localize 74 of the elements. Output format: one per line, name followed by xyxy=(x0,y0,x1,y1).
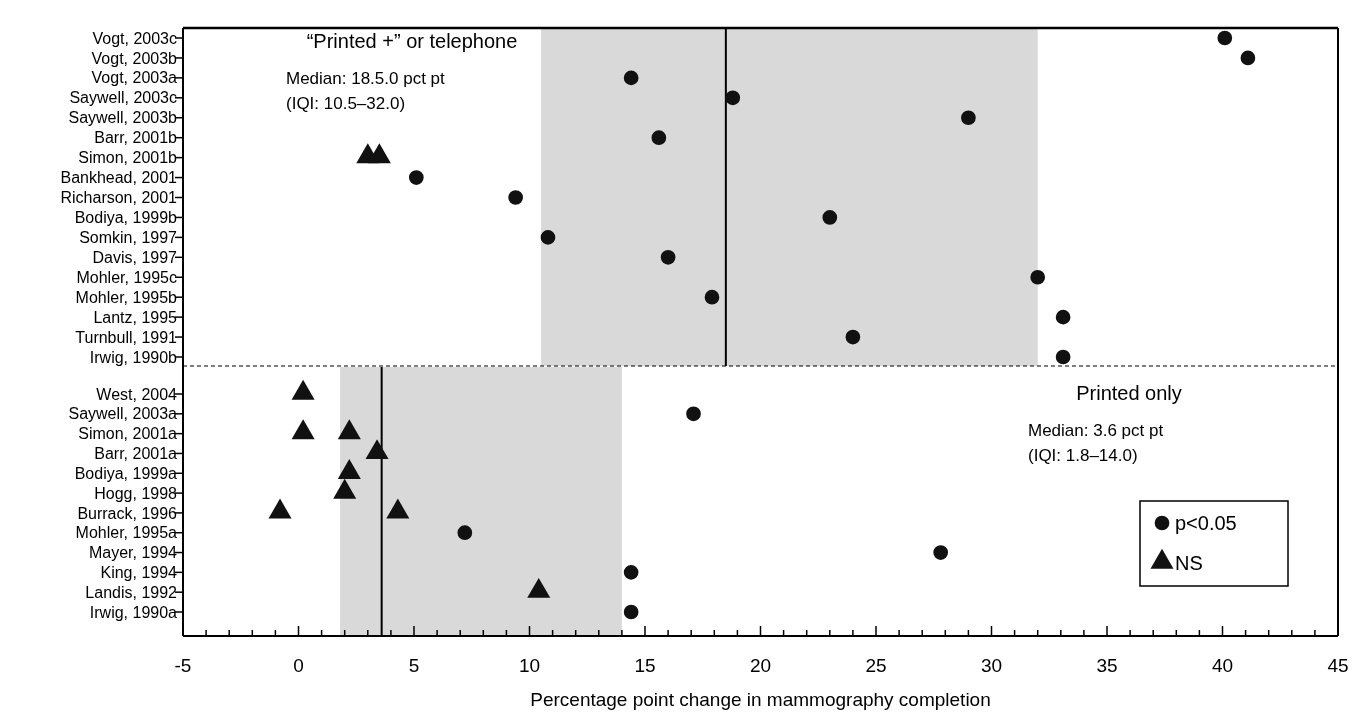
annotation: (IQI: 1.8–14.0) xyxy=(1028,446,1138,465)
y-tick-label: Bodiya, 1999b xyxy=(74,209,178,227)
y-tick-label: Mayer, 1994 xyxy=(88,544,178,562)
y-tick-label: Vogt, 2003a xyxy=(91,69,178,87)
x-tick-label: 0 xyxy=(293,655,304,676)
x-axis-title: Percentage point change in mammography completion xyxy=(530,689,991,710)
point xyxy=(291,379,315,400)
x-tick-label: 10 xyxy=(518,655,541,676)
point xyxy=(725,90,741,106)
y-tick-label: Simon, 2001a xyxy=(78,425,178,443)
x-tick-label: 30 xyxy=(980,655,1003,676)
y-tick-label: Saywell, 2003b xyxy=(68,109,178,127)
y-tick-label: Richarson, 2001 xyxy=(60,189,178,207)
y-tick-label: Mohler, 1995c xyxy=(76,268,177,286)
y-tick-label: Lantz, 1995 xyxy=(93,308,178,326)
y-tick-label: Davis, 1997 xyxy=(92,248,178,266)
point xyxy=(1240,50,1256,66)
point xyxy=(961,110,976,126)
x-tick-label: 25 xyxy=(865,655,887,676)
legend-label: p<0.05 xyxy=(1175,512,1237,534)
annotation: Median: 3.6 pct pt xyxy=(1028,421,1164,440)
point xyxy=(1055,349,1071,365)
y-tick-label: Saywell, 2003c xyxy=(69,89,177,107)
point xyxy=(845,329,861,345)
y-tick-label: Bodiya, 1999a xyxy=(74,464,178,482)
y-tick-label: Mohler, 1995a xyxy=(75,524,178,542)
point xyxy=(1217,30,1233,46)
annotation: Median: 18.5.0 pct pt xyxy=(286,69,446,88)
point xyxy=(623,70,639,86)
x-tick-label: 15 xyxy=(634,655,656,676)
annotation: (IQI: 10.5–32.0) xyxy=(286,94,406,113)
point xyxy=(540,230,556,245)
y-tick-label: Landis, 1992 xyxy=(85,583,178,601)
y-tick-label: Hogg, 1998 xyxy=(94,484,178,502)
y-tick-label: Vogt, 2003c xyxy=(92,29,177,47)
y-tick-label: Vogt, 2003b xyxy=(91,49,178,67)
y-tick-label: Turnbull, 1991 xyxy=(75,328,178,346)
point xyxy=(408,170,424,185)
y-tick-label: Simon, 2001b xyxy=(78,149,178,167)
x-tick-label: 5 xyxy=(408,655,420,676)
y-tick-label: Somkin, 1997 xyxy=(79,228,178,246)
x-tick-label: 40 xyxy=(1211,655,1234,676)
y-tick-label: Saywell, 2003a xyxy=(68,405,178,423)
point xyxy=(291,419,315,440)
point xyxy=(333,478,357,499)
point xyxy=(365,439,389,460)
y-tick-label: Irwig, 1990b xyxy=(89,348,178,366)
x-tick-label: 20 xyxy=(749,655,772,676)
point xyxy=(651,130,667,146)
point xyxy=(623,604,639,620)
annotation: Printed only xyxy=(1076,382,1182,404)
point xyxy=(933,545,949,560)
y-tick-label: Barr, 2001a xyxy=(94,445,178,463)
y-tick-label: Bankhead, 2001 xyxy=(60,169,178,187)
point xyxy=(1055,309,1071,325)
x-tick-label: 35 xyxy=(1096,655,1118,676)
point xyxy=(337,458,361,479)
point xyxy=(623,565,639,580)
y-tick-label: King, 1994 xyxy=(100,563,178,581)
point xyxy=(660,249,676,265)
y-tick-label: Irwig, 1990a xyxy=(89,603,178,621)
legend-label: NS xyxy=(1175,552,1203,574)
x-tick-label: -5 xyxy=(174,655,192,676)
point xyxy=(1030,269,1046,285)
y-tick-label: Burrack, 1996 xyxy=(77,504,178,522)
x-tick-label: 45 xyxy=(1327,655,1349,676)
y-tick-label: Mohler, 1995b xyxy=(75,288,178,306)
y-tick-label: Barr, 2001b xyxy=(94,129,178,147)
point xyxy=(704,289,720,305)
point xyxy=(337,419,361,440)
annotation: “Printed +” or telephone xyxy=(306,30,518,52)
point xyxy=(822,210,838,225)
point xyxy=(508,190,523,205)
y-tick-label: West, 2004 xyxy=(96,385,178,403)
